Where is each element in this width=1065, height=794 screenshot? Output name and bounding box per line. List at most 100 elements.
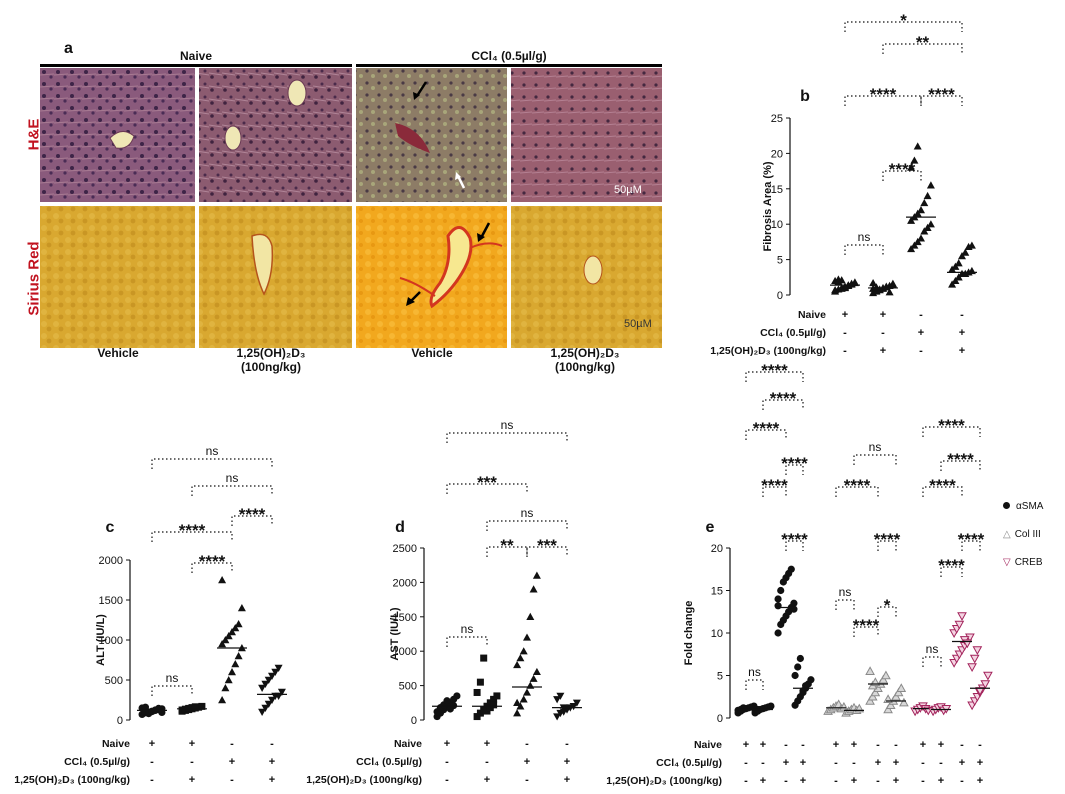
micrograph-grid (40, 68, 662, 348)
group-label-ccl4: CCl₄ (0.5µl/g) (471, 49, 547, 63)
y-tick-label: 0 (717, 713, 723, 725)
treatment-sign: + (564, 756, 570, 768)
treatment-sign-e: - (852, 757, 856, 769)
micrograph-he-ccl4-vitd (511, 68, 662, 202)
treatment-label-2: 1,25(OH)₂D₃ (100ng/kg) (14, 774, 130, 786)
treatment-sign: + (524, 756, 530, 768)
treatment-sign: - (565, 738, 569, 750)
y-tick-label: 500 (399, 681, 417, 693)
treatment-sign: + (189, 774, 195, 786)
data-point-d (453, 692, 461, 700)
y-tick-label: 20 (771, 148, 783, 160)
sig-bracket-e-line (877, 606, 897, 617)
treatment-label-2: 1,25(OH)₂D₃ (100ng/kg) (306, 774, 422, 786)
sig-bracket-e-label: **** (781, 530, 808, 549)
sig-bracket-d-label: ns (501, 418, 514, 432)
y-tick-label: 10 (771, 219, 783, 231)
data-point-b (872, 283, 881, 291)
treatment-sign-e: - (801, 739, 805, 751)
treatment-sign: + (444, 738, 450, 750)
treatment-sign-e: + (743, 739, 749, 751)
treatment-sign-e: + (851, 775, 857, 787)
treatment-sign: + (842, 309, 848, 321)
data-point-c (261, 680, 270, 688)
treatment-sign-e: + (938, 739, 944, 751)
data-point-d (513, 660, 522, 669)
treatment-label-e-2: 1,25(OH)₂D₃ (100ng/kg) (606, 775, 722, 787)
treatment-sign-e: + (851, 739, 857, 751)
data-point-e (774, 629, 782, 637)
data-point-e (983, 671, 993, 681)
treatment-sign-e: - (761, 757, 765, 769)
treatment-sign: - (525, 774, 529, 786)
triangle-down-icon: ▽ (1003, 557, 1011, 568)
y-tick-label: 15 (771, 184, 783, 196)
sig-bracket-b-label: ** (916, 33, 930, 52)
treatment-sign: - (445, 774, 449, 786)
sig-bracket-e-line (922, 656, 942, 667)
data-point-d (572, 699, 581, 707)
panel-letter-a: a (64, 40, 73, 57)
treatment-sign-e: - (834, 757, 838, 769)
legend-label-col3: Col III (1014, 529, 1041, 540)
data-point-d (523, 633, 531, 641)
caption-vitd-ccl4: 1,25(OH)₂D₃ (100ng/kg) (550, 346, 620, 374)
sig-bracket-c-label: ns (206, 444, 219, 458)
data-point-c (271, 668, 280, 676)
data-point-d (553, 713, 562, 721)
treatment-sign: + (880, 309, 886, 321)
sig-bracket-b-label: **** (870, 85, 897, 104)
treatment-sign: - (445, 756, 449, 768)
sig-bracket-e-line (853, 626, 879, 637)
data-point-b (926, 220, 935, 228)
sig-bracket-e-line (853, 454, 897, 465)
sig-bracket-c-label: **** (239, 505, 266, 524)
sig-bracket-e-label: **** (874, 530, 901, 549)
data-point-d (529, 674, 538, 682)
treatment-label-1: CCl₄ (0.5µl/g) (64, 756, 130, 768)
data-point-c (231, 660, 240, 668)
panel-letter-b: b (800, 88, 810, 105)
sig-bracket-d-line (486, 520, 568, 531)
sig-bracket-e-line (745, 679, 764, 690)
data-point-d (553, 696, 562, 704)
sig-bracket-e-line (745, 371, 804, 382)
data-point-b (913, 142, 922, 150)
data-point-b (885, 288, 894, 296)
data-point-d (443, 697, 451, 705)
treatment-sign-e: - (960, 739, 964, 751)
y-axis-label: Fibrosis Area (%) (762, 161, 774, 251)
data-point-c (224, 632, 233, 640)
data-point-b (917, 234, 925, 242)
data-point-e (790, 605, 798, 613)
data-point-e (865, 666, 875, 675)
circle-icon (1003, 502, 1010, 509)
data-point-e (802, 682, 810, 690)
y-tick-label: 0 (117, 715, 123, 727)
data-point-d (476, 678, 484, 686)
treatment-sign-e: + (893, 757, 899, 769)
treatment-label-1: CCl₄ (0.5µl/g) (760, 327, 826, 339)
treatment-sign: - (150, 756, 154, 768)
legend-e: αSMA △ Col III ▽ CREB (1003, 501, 1043, 568)
scale-bar-he: 50µM (614, 184, 642, 196)
treatment-sign-e: - (784, 775, 788, 787)
data-point-d (513, 709, 522, 717)
data-point-c (234, 652, 243, 660)
data-point-c (198, 702, 206, 710)
y-tick-label: 5 (777, 255, 783, 267)
sig-bracket-e-label: ns (839, 585, 852, 599)
data-point-e (975, 687, 985, 696)
data-point-e (774, 595, 782, 603)
y-tick-label: 1000 (99, 635, 123, 647)
data-point-e (774, 602, 782, 610)
treatment-sign: - (230, 774, 234, 786)
sig-bracket-c-line (151, 531, 233, 542)
sig-bracket-c-line (191, 485, 273, 496)
data-point-b (837, 276, 846, 284)
sig-bracket-e-label: **** (761, 361, 788, 380)
sig-bracket-e-line (922, 426, 981, 437)
data-point-e (807, 676, 815, 684)
data-point-d (480, 654, 488, 662)
treatment-sign: - (485, 756, 489, 768)
